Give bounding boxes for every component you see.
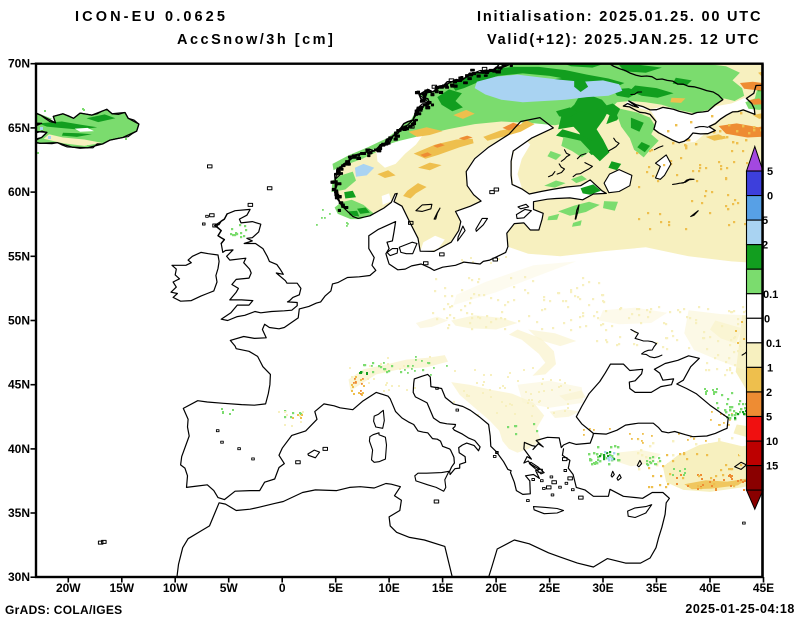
svg-text:0.1: 0.1 bbox=[766, 338, 781, 350]
svg-text:20W: 20W bbox=[56, 581, 81, 595]
svg-text:15E: 15E bbox=[432, 581, 453, 595]
svg-text:ICON-EU 0.0625: ICON-EU 0.0625 bbox=[75, 9, 228, 25]
svg-text:45E: 45E bbox=[753, 581, 774, 595]
svg-text:5E: 5E bbox=[328, 581, 343, 595]
svg-text:0: 0 bbox=[279, 581, 286, 595]
svg-text:45N: 45N bbox=[8, 378, 30, 392]
svg-text:GrADS: COLA/IGES: GrADS: COLA/IGES bbox=[5, 603, 122, 617]
svg-text:2025-01-25-04:18: 2025-01-25-04:18 bbox=[685, 602, 795, 616]
svg-text:10E: 10E bbox=[378, 581, 399, 595]
svg-text:35E: 35E bbox=[646, 581, 667, 595]
svg-text:AccSnow/3h [cm]: AccSnow/3h [cm] bbox=[177, 32, 335, 48]
svg-text:40N: 40N bbox=[8, 442, 30, 456]
svg-text:30E: 30E bbox=[592, 581, 613, 595]
svg-text:60N: 60N bbox=[8, 185, 30, 199]
svg-text:70N: 70N bbox=[8, 57, 30, 71]
svg-text:55N: 55N bbox=[8, 249, 30, 263]
svg-text:25E: 25E bbox=[539, 581, 560, 595]
svg-text:30N: 30N bbox=[8, 570, 30, 584]
svg-text:5: 5 bbox=[762, 215, 768, 227]
svg-text:1: 1 bbox=[767, 362, 773, 374]
svg-text:10W: 10W bbox=[163, 581, 188, 595]
svg-text:65N: 65N bbox=[8, 121, 30, 135]
svg-text:50N: 50N bbox=[8, 314, 30, 328]
svg-text:0: 0 bbox=[767, 191, 773, 203]
svg-text:15: 15 bbox=[766, 461, 778, 473]
svg-text:0.1: 0.1 bbox=[763, 289, 778, 301]
svg-text:0: 0 bbox=[764, 313, 770, 325]
svg-text:5W: 5W bbox=[220, 581, 239, 595]
svg-text:35N: 35N bbox=[8, 506, 30, 520]
svg-text:5: 5 bbox=[767, 166, 773, 178]
svg-text:Valid(+12): 2025.JAN.25. 12 UT: Valid(+12): 2025.JAN.25. 12 UTC bbox=[487, 32, 760, 48]
svg-text:5: 5 bbox=[766, 412, 772, 424]
svg-text:15W: 15W bbox=[109, 581, 134, 595]
svg-text:Initialisation: 2025.01.25. 00: Initialisation: 2025.01.25. 00 UTC bbox=[477, 9, 762, 25]
svg-text:20E: 20E bbox=[485, 581, 506, 595]
svg-text:10: 10 bbox=[766, 436, 778, 448]
svg-text:2: 2 bbox=[766, 387, 772, 399]
svg-text:40E: 40E bbox=[699, 581, 720, 595]
svg-text:2: 2 bbox=[762, 240, 768, 252]
